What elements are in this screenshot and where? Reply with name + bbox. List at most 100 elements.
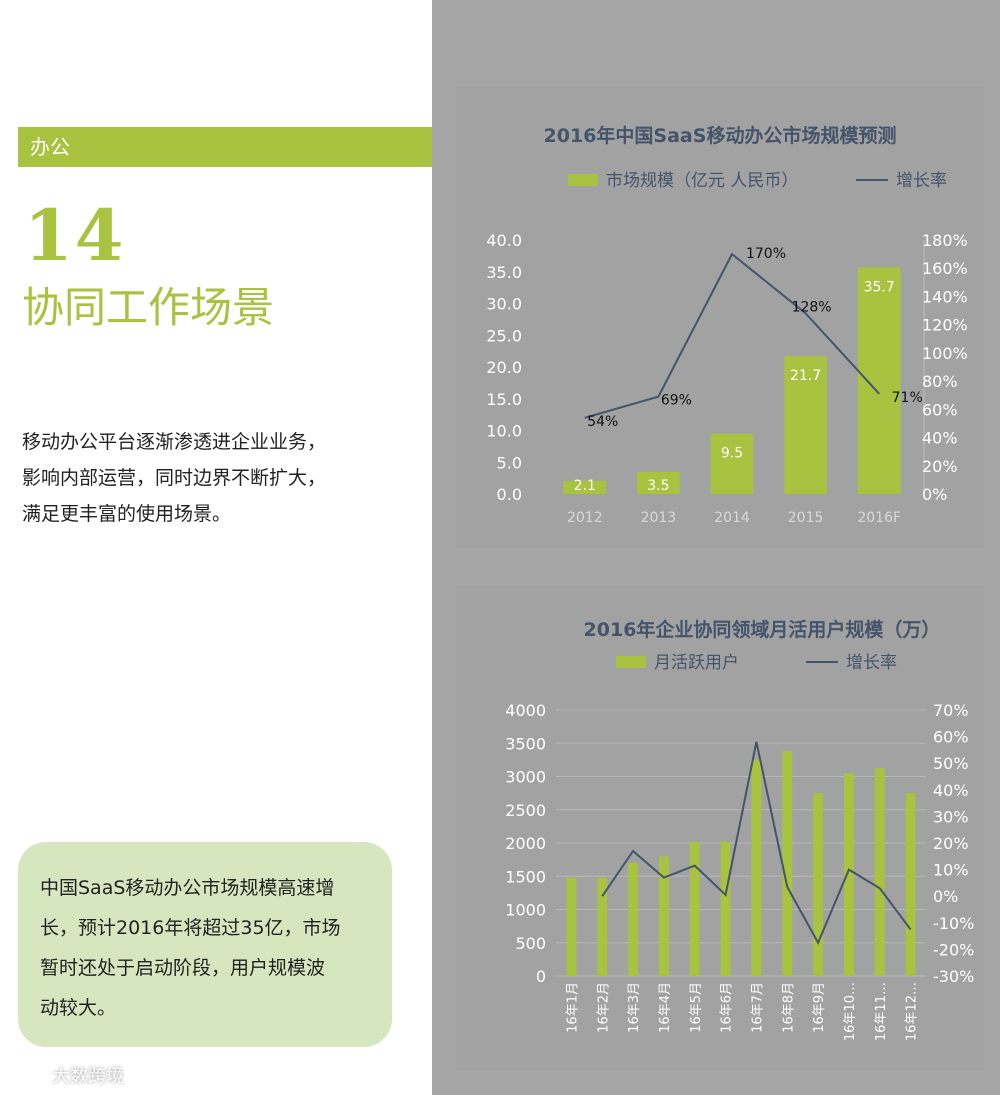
bar-value-label: 2.1	[574, 478, 596, 494]
bar	[597, 877, 608, 976]
bar-value-label: 35.7	[864, 279, 895, 295]
bar	[720, 841, 731, 976]
y-tick-label: 1500	[505, 867, 546, 886]
y-tick-label: 3500	[505, 734, 546, 753]
y-tick-label: 20.0	[486, 358, 522, 377]
intro-line: 满足更丰富的使用场景。	[22, 503, 232, 525]
y2-tick-label: 40%	[933, 781, 969, 800]
legend-bar-label: 市场规模（亿元 人民币）	[606, 171, 798, 191]
left-panel: 办公 14 协同工作场景 移动办公平台逐渐渗透进企业业务， 影响内部运营，同时边…	[0, 0, 432, 1095]
x-tick-label: 16年9月	[812, 982, 827, 1033]
x-tick-label: 16年6月	[720, 982, 735, 1033]
y2-tick-label: -30%	[933, 967, 974, 986]
line-value-label: 71%	[892, 390, 923, 406]
growth-rate-line	[601, 741, 912, 946]
intro-line: 移动办公平台逐渐渗透进企业业务，	[22, 431, 327, 453]
y-tick-label: 15.0	[486, 390, 522, 409]
y2-tick-label: 30%	[933, 807, 969, 826]
market-size-chart: 2016年中国SaaS移动办公市场规模预测 市场规模（亿元 人民币） 增长率 0…	[486, 124, 968, 526]
x-tick-label: 2014	[714, 510, 750, 526]
summary-line: 动较大。	[40, 997, 117, 1019]
bar	[857, 267, 901, 494]
y2-tick-label: 180%	[922, 231, 968, 250]
y2-tick-label: 70%	[933, 701, 969, 720]
chart-card-market-size: 2016年中国SaaS移动办公市场规模预测 市场规模（亿元 人民币） 增长率 0…	[456, 86, 984, 548]
y-tick-label: 30.0	[486, 295, 522, 314]
chart-title: 2016年中国SaaS移动办公市场规模预测	[544, 124, 897, 147]
y-tick-label: 1000	[505, 901, 546, 920]
y2-tick-label: 140%	[922, 287, 968, 306]
x-tick-label: 16年11…	[874, 982, 889, 1041]
x-tick-label: 16年8月	[781, 982, 796, 1033]
y2-tick-label: -10%	[933, 914, 974, 933]
y-tick-label: 0.0	[497, 485, 522, 504]
x-tick-label: 2015	[788, 510, 824, 526]
monthly-users-chart: 2016年企业协同领域月活用户规模（万） 月活跃用户 增长率 0 500 1000 1…	[505, 618, 974, 1041]
x-tick-label: 2016F	[857, 510, 901, 526]
y-tick-label: 4000	[505, 701, 546, 720]
legend-bar-label: 月活跃用户	[654, 653, 739, 673]
legend-line-label: 增长率	[896, 171, 947, 191]
y-tick-label: 35.0	[486, 263, 522, 282]
bar-value-label: 21.7	[790, 368, 821, 384]
y2-tick-label: -20%	[933, 940, 974, 959]
x-tick-label: 16年3月	[627, 982, 642, 1033]
watermark-text: 大数跨境	[52, 1066, 124, 1087]
line-value-label: 170%	[746, 246, 786, 262]
x-tick-label: 16年5月	[689, 982, 704, 1033]
section-title: 协同工作场景	[22, 283, 275, 332]
x-tick-label: 2013	[641, 510, 677, 526]
legend-line-label: 增长率	[846, 653, 897, 673]
bar	[710, 433, 754, 494]
y-tick-label: 10.0	[486, 422, 522, 441]
x-tick-label: 16年10…	[843, 982, 858, 1041]
y-tick-label: 500	[515, 934, 546, 953]
summary-line: 长，预计2016年将超过35亿，市场	[40, 917, 341, 939]
y2-tick-label: 0%	[922, 485, 947, 504]
bar	[658, 856, 669, 976]
y2-tick-label: 120%	[922, 316, 968, 335]
x-tick-label: 2012	[567, 510, 603, 526]
y-tick-label: 2000	[505, 834, 546, 853]
y2-tick-label: 40%	[922, 429, 958, 448]
bar-value-label: 3.5	[647, 478, 669, 494]
line-value-label: 54%	[587, 414, 618, 430]
y2-tick-label: 80%	[922, 372, 958, 391]
y2-tick-label: 20%	[933, 834, 969, 853]
y2-tick-label: 10%	[933, 861, 969, 880]
bar	[813, 793, 824, 976]
x-tick-label: 16年7月	[750, 982, 765, 1033]
y2-tick-label: 100%	[922, 344, 968, 363]
legend: 月活跃用户 增长率	[616, 653, 897, 673]
bar	[566, 877, 577, 976]
bar	[874, 767, 885, 976]
summary-line: 中国SaaS移动办公市场规模高速增	[40, 877, 335, 899]
y2-tick-label: 160%	[922, 259, 968, 278]
watermark-logo-icon	[14, 1068, 41, 1082]
y-tick-label: 3000	[505, 768, 546, 787]
chart-title: 2016年企业协同领域月活用户规模（万）	[584, 618, 941, 641]
bar	[563, 480, 607, 494]
y2-tick-label: 20%	[922, 457, 958, 476]
x-tick-label: 16年12…	[905, 982, 920, 1041]
y2-tick-label: 0%	[933, 887, 958, 906]
intro-line: 影响内部运营，同时边界不断扩大，	[22, 467, 327, 489]
y-tick-label: 40.0	[486, 231, 522, 250]
chart-card-monthly-users: 2016年企业协同领域月活用户规模（万） 月活跃用户 增长率 0 500 1000 1…	[456, 586, 984, 1070]
bar	[637, 471, 680, 494]
legend-bar-swatch	[568, 174, 598, 186]
x-tick-label: 16年1月	[565, 982, 580, 1033]
bar	[843, 773, 854, 976]
intro-text: 移动办公平台逐渐渗透进企业业务， 影响内部运营，同时边界不断扩大， 满足更丰富的…	[22, 424, 402, 532]
line-value-label: 69%	[661, 393, 692, 409]
line-value-label: 128%	[792, 299, 832, 315]
y2-tick-label: 60%	[933, 728, 969, 747]
right-panel: 2016年中国SaaS移动办公市场规模预测 市场规模（亿元 人民币） 增长率 0…	[432, 0, 1000, 1095]
section-tag-bar: 办公	[18, 127, 432, 167]
summary-box: 中国SaaS移动办公市场规模高速增 长，预计2016年将超过35亿，市场 暂时还…	[18, 842, 392, 1047]
legend: 市场规模（亿元 人民币） 增长率	[568, 171, 947, 191]
growth-rate-line	[584, 252, 880, 419]
y2-tick-label: 60%	[922, 400, 958, 419]
y2-tick-label: 50%	[933, 754, 969, 773]
bar	[689, 841, 700, 976]
